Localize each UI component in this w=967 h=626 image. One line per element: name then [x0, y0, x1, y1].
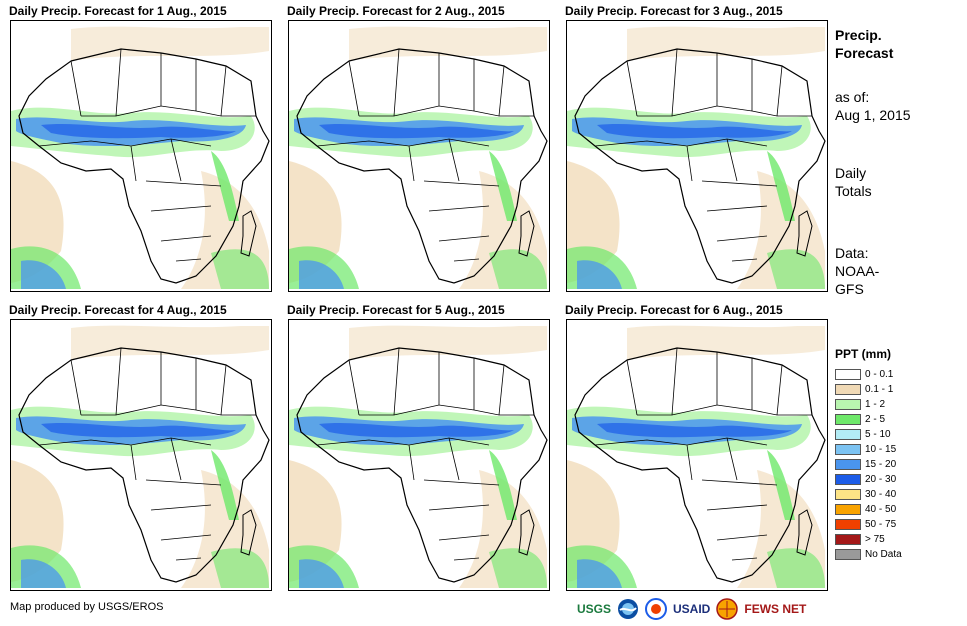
- legend-label: > 75: [865, 534, 885, 545]
- data-source-line: GFS: [835, 281, 864, 297]
- legend-swatch: [835, 414, 861, 425]
- panel-title: Daily Precip. Forecast for 2 Aug., 2015: [287, 4, 505, 18]
- legend-row: 40 - 50: [835, 502, 955, 517]
- usgs-logo: USGS: [577, 602, 612, 616]
- usaid-logo: USAID: [673, 602, 711, 616]
- precip-map: [566, 319, 828, 591]
- precip-map: [288, 319, 550, 591]
- forecast-panel-aug-4: Daily Precip. Forecast for 4 Aug., 2015: [9, 303, 272, 591]
- forecast-panel-aug-1: Daily Precip. Forecast for 1 Aug., 2015: [9, 4, 272, 292]
- legend-row: 0.1 - 1: [835, 382, 955, 397]
- legend-swatch: [835, 489, 861, 500]
- africa-map-aug-5: [289, 325, 548, 589]
- legend-swatch: [835, 519, 861, 530]
- legend-swatch: [835, 429, 861, 440]
- legend-swatch: [835, 444, 861, 455]
- panel-title: Daily Precip. Forecast for 4 Aug., 2015: [9, 303, 227, 317]
- legend-label: 50 - 75: [865, 519, 897, 530]
- fewsnet-logo: FEWS NET: [744, 602, 807, 616]
- data-source-line: Data:: [835, 245, 869, 261]
- legend-row: 0 - 0.1: [835, 367, 955, 382]
- totals-note: Daily Totals: [835, 164, 872, 200]
- legend-label: 1 - 2: [865, 399, 886, 410]
- as-of-value: Aug 1, 2015: [835, 107, 911, 123]
- legend-label: 5 - 10: [865, 429, 891, 440]
- legend-rows: 0 - 0.1 0.1 - 1 1 - 2 2 - 5 5 - 10 10 - 15 15 …: [835, 367, 955, 562]
- as-of-label: as of:: [835, 89, 870, 105]
- totals-line: Totals: [835, 183, 872, 199]
- as-of-date: as of: Aug 1, 2015: [835, 88, 911, 124]
- africa-map-aug-3: [567, 26, 826, 290]
- africa-map-aug-4: [11, 325, 270, 589]
- forecast-panel-aug-5: Daily Precip. Forecast for 5 Aug., 2015: [287, 303, 550, 591]
- legend-row: 5 - 10: [835, 427, 955, 442]
- legend-label: 10 - 15: [865, 444, 897, 455]
- legend-swatch: [835, 504, 861, 515]
- forecast-panel-aug-6: Daily Precip. Forecast for 6 Aug., 2015: [565, 303, 828, 591]
- legend-label: 15 - 20: [865, 459, 897, 470]
- partner-logos: USGS USAID FEWS NET: [577, 595, 827, 623]
- legend-row: 15 - 20: [835, 457, 955, 472]
- panel-title: Daily Precip. Forecast for 6 Aug., 2015: [565, 303, 783, 317]
- legend-swatch: [835, 534, 861, 545]
- legend-title: PPT (mm): [835, 347, 892, 361]
- legend-swatch: [835, 459, 861, 470]
- africa-map-aug-1: [11, 26, 270, 290]
- forecast-panel-aug-2: Daily Precip. Forecast for 2 Aug., 2015: [287, 4, 550, 292]
- legend-label: 20 - 30: [865, 474, 897, 485]
- legend-row: No Data: [835, 547, 955, 562]
- africa-map-aug-6: [567, 325, 826, 589]
- title-line: Precip.: [835, 27, 882, 43]
- data-source-line: NOAA-: [835, 263, 880, 279]
- africa-map-aug-2: [289, 26, 548, 290]
- title-line: Forecast: [835, 45, 894, 61]
- credit-text: Map produced by USGS/EROS: [10, 601, 164, 613]
- legend-label: No Data: [865, 549, 902, 560]
- panel-title: Daily Precip. Forecast for 3 Aug., 2015: [565, 4, 783, 18]
- noaa-logo-icon: [618, 599, 639, 619]
- legend-label: 40 - 50: [865, 504, 897, 515]
- map-title: Precip. Forecast: [835, 26, 893, 62]
- legend-label: 2 - 5: [865, 414, 886, 425]
- data-source: Data: NOAA- GFS: [835, 244, 879, 298]
- precip-map: [566, 20, 828, 292]
- legend-swatch: [835, 369, 861, 380]
- legend-row: > 75: [835, 532, 955, 547]
- legend-swatch: [835, 399, 861, 410]
- totals-line: Daily: [835, 165, 867, 181]
- forecast-panel-aug-3: Daily Precip. Forecast for 3 Aug., 2015: [565, 4, 828, 292]
- legend-row: 10 - 15: [835, 442, 955, 457]
- legend-swatch: [835, 384, 861, 395]
- legend-row: 2 - 5: [835, 412, 955, 427]
- legend-row: 20 - 30: [835, 472, 955, 487]
- legend-row: 1 - 2: [835, 397, 955, 412]
- panel-title: Daily Precip. Forecast for 1 Aug., 2015: [9, 4, 227, 18]
- fewsnet-globe-icon: [716, 598, 739, 620]
- legend-swatch: [835, 549, 861, 560]
- precip-map: [288, 20, 550, 292]
- legend-label: 0 - 0.1: [865, 369, 894, 380]
- legend-label: 30 - 40: [865, 489, 897, 500]
- precip-legend: PPT (mm) 0 - 0.1 0.1 - 1 1 - 2 2 - 5 5 - 10 1…: [835, 347, 955, 562]
- legend-row: 30 - 40: [835, 487, 955, 502]
- legend-row: 50 - 75: [835, 517, 955, 532]
- precip-map: [10, 20, 272, 292]
- seal-icon: [645, 598, 668, 620]
- legend-swatch: [835, 474, 861, 485]
- panel-title: Daily Precip. Forecast for 5 Aug., 2015: [287, 303, 505, 317]
- legend-label: 0.1 - 1: [865, 384, 894, 395]
- precip-map: [10, 319, 272, 591]
